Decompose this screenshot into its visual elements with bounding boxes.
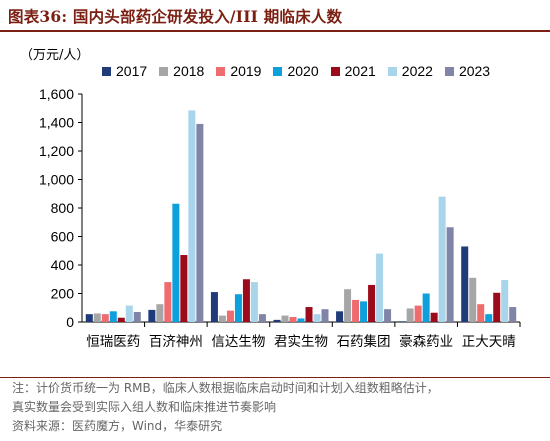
bar-2022-百济神州 [188, 110, 196, 322]
y-unit-label: （万元/人） [20, 48, 90, 63]
bar-2023-正大天晴 [509, 307, 517, 322]
x-category-label: 豪森药业 [399, 334, 453, 350]
legend-label: 2019 [230, 63, 262, 79]
bar-2021-石药集团 [368, 284, 376, 322]
title-divider [0, 30, 550, 32]
bar-2021-信达生物 [242, 279, 250, 322]
legend-item-2023: 2023 [444, 63, 491, 79]
legend-swatch [330, 66, 340, 76]
bar-2021-豪森药业 [430, 312, 438, 322]
bar-2019-君实生物 [289, 317, 297, 322]
bar-2019-信达生物 [226, 310, 234, 322]
legend-label: 2021 [344, 63, 376, 79]
legend-item-2017: 2017 [102, 63, 147, 79]
bar-2018-石药集团 [344, 289, 352, 322]
legend-label: 2018 [173, 63, 205, 79]
bar-2023-豪森药业 [446, 227, 454, 322]
bar-2017-恒瑞医药 [85, 314, 93, 322]
bar-2020-百济神州 [172, 203, 180, 322]
bar-chart: 0 200 400 600 800 1,000 1,200 1,400 1,600 恒瑞医药 百济神… [39, 86, 521, 350]
y-tick-label: 400 [51, 257, 75, 273]
x-category-label: 恒瑞医药 [86, 334, 140, 350]
bar-2018-君实生物 [281, 315, 289, 322]
bar-2019-百济神州 [164, 282, 172, 322]
bar-2023-恒瑞医药 [133, 312, 141, 322]
chart-title: 图表36: 国内头部药企研发投入/III 期临床人数 [8, 7, 343, 26]
bar-2021-恒瑞医药 [117, 317, 125, 322]
legend-item-2021: 2021 [330, 63, 376, 79]
bar-2022-正大天晴 [501, 279, 509, 322]
legend-swatch [444, 66, 454, 76]
x-category-label: 石药集团 [337, 334, 391, 350]
bar-2017-正大天晴 [461, 246, 469, 322]
x-category-label: 信达生物 [211, 334, 265, 350]
y-tick-label: 1,000 [39, 172, 74, 188]
bar-2019-石药集团 [352, 299, 360, 322]
bar-2019-正大天晴 [477, 304, 485, 322]
bar-2017-豪森药业 [398, 321, 406, 322]
bar-2021-正大天晴 [493, 292, 501, 322]
y-tick-label: 800 [51, 200, 75, 216]
legend-swatch [387, 66, 397, 76]
bar-2022-恒瑞医药 [125, 305, 133, 322]
bar-2017-信达生物 [210, 292, 218, 322]
y-tick-label: 200 [51, 286, 75, 302]
footer-divider [0, 377, 550, 378]
bar-2023-信达生物 [258, 314, 266, 322]
bar-2020-君实生物 [297, 318, 305, 322]
y-tick-label: 1,600 [39, 86, 74, 102]
y-tick-label: 0 [66, 314, 74, 330]
legend-item-2022: 2022 [387, 63, 433, 79]
source-note: 资料来源：医药魔方，Wind，华泰研究 [12, 419, 223, 433]
bar-2023-君实生物 [321, 309, 329, 322]
legend-swatch [273, 66, 283, 76]
bar-2018-百济神州 [156, 304, 164, 322]
legend-item-2020: 2020 [273, 63, 319, 79]
bar-2023-石药集团 [384, 309, 392, 322]
legend-label: 2020 [287, 63, 319, 79]
bar-2020-信达生物 [234, 294, 242, 322]
legend-label: 2022 [401, 63, 433, 79]
footnote-line-1: 注：计价货币统一为 RMB，临床人数根据临床启动时间和计划入组数粗略估计， [12, 381, 439, 395]
x-category-label: 百济神州 [149, 334, 203, 350]
bar-2017-石药集团 [336, 311, 344, 322]
legend-item-2018: 2018 [159, 63, 204, 79]
legend-item-2019: 2019 [216, 63, 261, 79]
x-category-label: 君实生物 [274, 334, 328, 350]
legend-label: 2023 [458, 63, 491, 79]
chart-legend: 2017 2018 2019 2020 2021 2022 2023 [102, 63, 502, 79]
bar-2022-信达生物 [250, 282, 258, 322]
bar-2020-恒瑞医药 [109, 311, 117, 322]
bar-2023-百济神州 [196, 123, 204, 322]
bar-2021-百济神州 [180, 255, 188, 322]
legend-swatch [216, 66, 226, 76]
y-tick-label: 1,200 [39, 143, 74, 159]
y-tick-label: 1,400 [39, 115, 74, 131]
bar-2022-石药集团 [376, 253, 384, 322]
x-category-label: 正大天晴 [462, 334, 516, 350]
bar-2018-豪森药业 [406, 308, 414, 322]
bar-2017-百济神州 [148, 309, 156, 322]
bar-2022-豪森药业 [438, 196, 446, 322]
legend-swatch [159, 66, 169, 76]
bar-2022-君实生物 [313, 314, 321, 322]
y-tick-label: 600 [51, 229, 75, 245]
bar-2019-恒瑞医药 [101, 314, 109, 322]
legend-swatch [102, 66, 111, 76]
bar-2018-正大天晴 [469, 277, 477, 322]
bar-2020-正大天晴 [485, 314, 493, 322]
legend-label: 2017 [116, 63, 148, 79]
bar-2018-恒瑞医药 [93, 313, 101, 322]
bar-2021-君实生物 [305, 307, 313, 322]
bar-2017-君实生物 [273, 319, 281, 322]
bar-2020-石药集团 [360, 301, 368, 322]
title-bar: 图表36: 国内头部药企研发投入/III 期临床人数 [0, 0, 550, 30]
bar-2019-豪森药业 [414, 305, 422, 322]
footnote-line-2: 真实数量会受到实际入组人数和临床推进节奏影响 [12, 400, 277, 414]
bar-2020-豪森药业 [422, 293, 430, 322]
bar-2018-信达生物 [218, 315, 226, 322]
